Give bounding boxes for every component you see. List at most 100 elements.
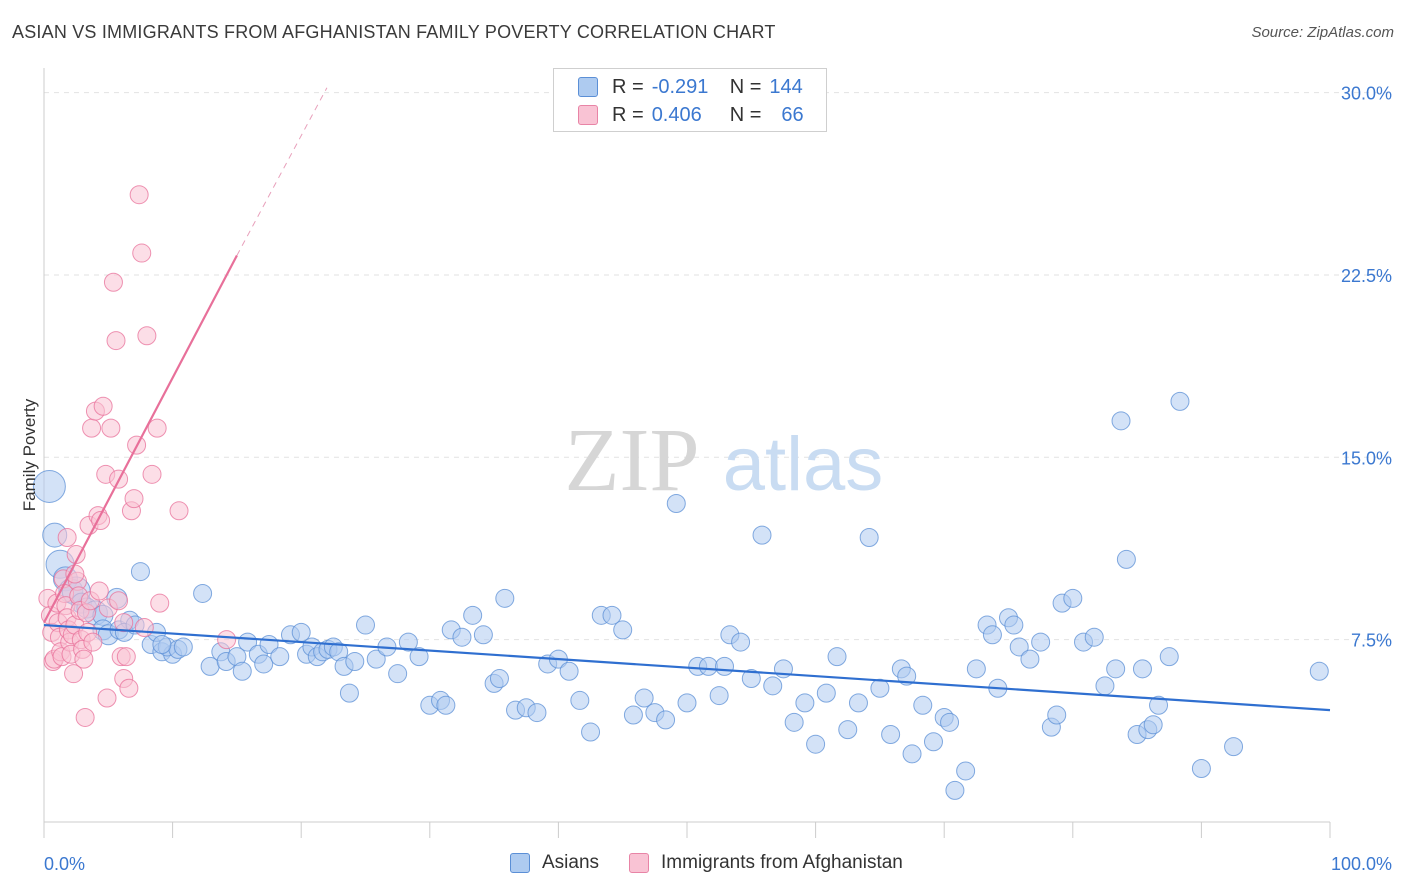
afghan-point (101, 418, 121, 438)
asian-point (1159, 647, 1179, 667)
asian-point (602, 605, 622, 625)
asian-point (1143, 715, 1163, 735)
asian-point (677, 693, 697, 713)
asian-point (1031, 632, 1051, 652)
afghan-point (147, 418, 167, 438)
asian-point (473, 625, 493, 645)
bottom-legend-swatch-asians (510, 853, 530, 873)
asian-point (940, 712, 960, 732)
asian-point (570, 690, 590, 710)
afghan-point (169, 501, 189, 521)
asian-point (945, 780, 965, 800)
afghan-point (75, 707, 95, 727)
y-tick-label: 15.0% (1341, 448, 1392, 468)
asian-point (398, 632, 418, 652)
legend-n-label: N = (729, 75, 762, 98)
afghan-point (114, 613, 134, 633)
asian-point (838, 720, 858, 740)
y-tick-label: 22.5% (1341, 266, 1392, 286)
bottom-legend-afghanistan: Immigrants from Afghanistan (629, 852, 903, 874)
asian-point (698, 656, 718, 676)
asian-point (388, 664, 408, 684)
legend-r-value-afghanistan: 0.406 (651, 103, 702, 126)
asian-point (956, 761, 976, 781)
afghan-point (103, 272, 123, 292)
asian-point (816, 683, 836, 703)
legend-swatch-afghanistan (578, 105, 598, 125)
asian-point (731, 632, 751, 652)
y-tick-label: 7.5% (1351, 631, 1392, 651)
asian-point (152, 635, 172, 655)
afghan-point (129, 185, 149, 205)
legend-r-label: R = (612, 75, 644, 98)
asian-point (923, 732, 943, 752)
asian-point (130, 562, 150, 582)
bottom-legend: Asians Immigrants from Afghanistan (510, 852, 933, 874)
asian-point (495, 588, 515, 608)
afghan-point (150, 593, 170, 613)
legend-row-afghanistan: R = 0.406 N = 66 (554, 101, 804, 129)
asian-point (859, 528, 879, 548)
asian-point (452, 627, 472, 647)
asian-point (1309, 661, 1329, 681)
asian-point (193, 583, 213, 603)
trend-line-afghanistan-extension (236, 87, 328, 256)
asian-point (581, 722, 601, 742)
asian-point (870, 678, 890, 698)
asian-point (356, 615, 375, 635)
asian-point (1095, 676, 1115, 696)
afghan-point (132, 243, 152, 263)
asian-point (345, 652, 365, 672)
asian-point (232, 661, 252, 681)
asian-point (489, 669, 509, 689)
legend-n-value-afghanistan: 66 (781, 103, 804, 126)
afghan-point (57, 528, 77, 548)
asian-point (848, 693, 868, 713)
afghan-point (106, 331, 126, 351)
asian-point (1132, 659, 1152, 679)
legend-r-value-asians: -0.291 (651, 75, 709, 98)
asian-point (559, 661, 579, 681)
asian-point (715, 656, 735, 676)
chart-title: ASIAN VS IMMIGRANTS FROM AFGHANISTAN FAM… (12, 22, 776, 42)
x-tick-label-max: 100.0% (1331, 854, 1392, 874)
axes (43, 68, 1331, 838)
trend-line-afghanistan (43, 254, 238, 624)
asian-point (463, 605, 483, 625)
asian-point (897, 666, 917, 686)
asian-point (795, 693, 815, 713)
asian-point (1063, 588, 1083, 608)
legend-n-value-asians: 144 (769, 75, 803, 98)
grid (44, 92, 1392, 641)
asian-point (1149, 695, 1169, 715)
legend-n-label: N = (729, 103, 762, 126)
asian-point (634, 688, 654, 708)
asian-point (1047, 705, 1067, 725)
afghan-point (82, 418, 102, 438)
asian-point (1170, 391, 1190, 411)
watermark-atlas: atlas (723, 422, 884, 507)
afghan-point (142, 464, 162, 484)
asian-point (881, 724, 901, 744)
afghan-point (64, 664, 84, 684)
asian-point (270, 647, 290, 667)
trend-lines (43, 87, 1331, 712)
legend-swatch-asians (578, 77, 598, 97)
trend-line-asians (43, 623, 1331, 712)
afghan-point (97, 688, 117, 708)
asian-point (966, 659, 986, 679)
asian-point (527, 703, 547, 723)
bottom-legend-label-afghanistan: Immigrants from Afghanistan (661, 852, 903, 873)
afghan-point (119, 678, 139, 698)
tick-labels: 7.5% 15.0% 22.5% 30.0% 0.0% 100.0% (44, 84, 1392, 874)
asian-point (741, 669, 761, 689)
asian-point (32, 469, 66, 503)
asian-point (666, 493, 686, 513)
afghan-point (124, 489, 144, 509)
asian-point (763, 676, 783, 696)
asian-point (752, 525, 772, 545)
asian-point (436, 695, 456, 715)
legend-r-label: R = (612, 103, 644, 126)
bottom-legend-swatch-afghanistan (629, 853, 650, 873)
